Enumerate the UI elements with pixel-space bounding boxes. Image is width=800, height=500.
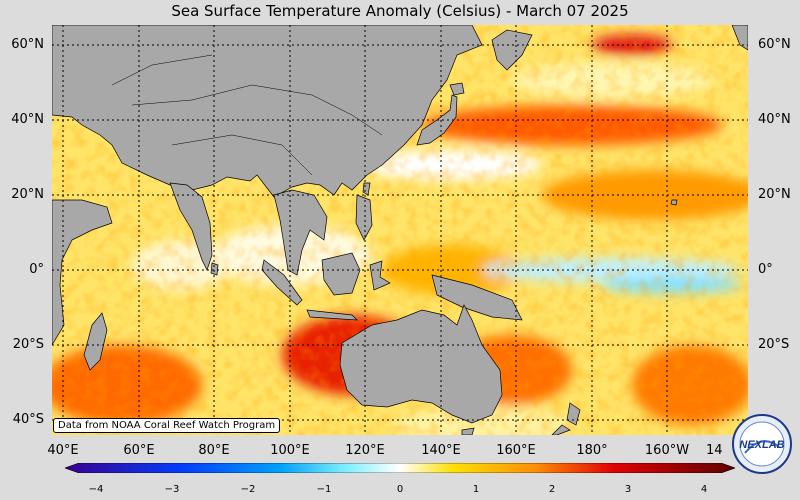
lat-label: 20°S — [758, 337, 790, 352]
country-borders — [111, 54, 383, 176]
sst-anomaly-map — [52, 25, 748, 435]
colorbar-tick: −3 — [164, 484, 180, 495]
colorbar-tick: 2 — [548, 484, 556, 495]
colorbar-tick: −1 — [316, 484, 332, 495]
lon-label: 120°E — [345, 443, 385, 458]
lon-label: 80°E — [198, 443, 230, 458]
lon-label: 14 — [706, 443, 723, 458]
lon-label: 60°E — [123, 443, 155, 458]
borneo-island — [321, 252, 361, 296]
lat-label: 40°N — [758, 112, 791, 127]
colorbar-tick: −2 — [240, 484, 256, 495]
new-zealand-islands — [551, 402, 581, 435]
colorbar-tick: 1 — [472, 484, 480, 495]
asia-landmass — [52, 25, 483, 198]
lat-label: 40°S — [12, 412, 44, 427]
data-credit: Data from NOAA Coral Reef Watch Program — [53, 418, 281, 433]
nexlab-logo[interactable]: NEXLAB — [731, 413, 793, 475]
lat-label: 60°N — [11, 37, 44, 52]
lat-label: 40°N — [11, 112, 44, 127]
kamchatka-peninsula — [491, 29, 533, 71]
india-landmass — [169, 182, 213, 271]
lat-label: 0° — [29, 262, 44, 277]
indochina-landmass — [273, 189, 328, 276]
land-masses — [52, 25, 748, 435]
hokkaido-island — [449, 82, 465, 96]
lon-label: 40°E — [47, 443, 79, 458]
colorbar-tick: 3 — [624, 484, 632, 495]
svg-text:NEXLAB: NEXLAB — [739, 439, 784, 451]
lat-label: 0° — [758, 262, 773, 277]
sulawesi-island — [369, 260, 391, 291]
tasmania-island — [461, 427, 475, 435]
lon-label: 180° — [576, 443, 608, 458]
colorbar-tick: 0 — [396, 484, 404, 495]
lat-label: 60°N — [758, 37, 791, 52]
hawaii-islands — [670, 199, 678, 206]
australia-landmass — [339, 304, 503, 424]
philippines-islands — [355, 194, 373, 241]
africa-landmass — [52, 199, 113, 346]
lat-label: 20°N — [758, 187, 791, 202]
lon-label: 140°E — [421, 443, 461, 458]
lon-label: 160°W — [644, 443, 690, 458]
lon-label: 100°E — [270, 443, 310, 458]
colorbar-tick: 4 — [700, 484, 708, 495]
lon-label: 160°E — [496, 443, 536, 458]
madagascar-island — [83, 312, 108, 371]
colorbar-tick: −4 — [88, 484, 104, 495]
map-title: Sea Surface Temperature Anomaly (Celsius… — [171, 2, 629, 20]
lat-label: 20°N — [11, 187, 44, 202]
colorbar — [65, 463, 735, 473]
alaska-landmass — [731, 25, 748, 51]
lat-label: 20°S — [12, 337, 44, 352]
graticule — [52, 25, 748, 435]
java-island — [306, 309, 358, 321]
sri-lanka-island — [210, 262, 219, 276]
